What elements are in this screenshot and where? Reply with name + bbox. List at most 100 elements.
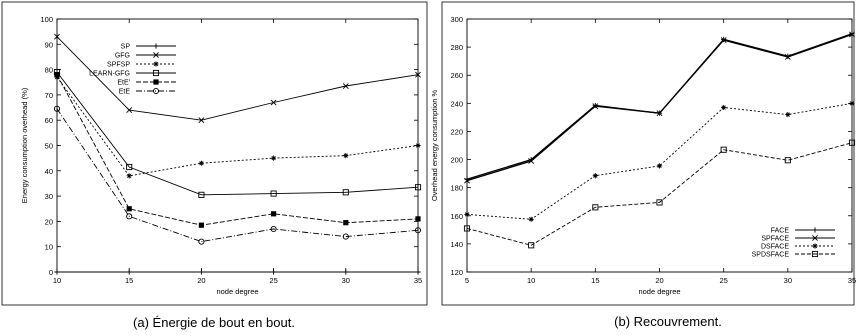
data-point bbox=[198, 160, 204, 166]
data-point bbox=[198, 222, 204, 228]
x-tick-label: 10 bbox=[53, 276, 61, 285]
data-point bbox=[343, 153, 349, 159]
data-point bbox=[849, 100, 855, 106]
legend-marker bbox=[811, 250, 819, 258]
data-point bbox=[720, 37, 727, 44]
data-point bbox=[270, 99, 277, 106]
legend-label: LEARN-GFG bbox=[89, 71, 130, 78]
legend: SP GFG SPFSP LEARN-GFG EtE' EtE bbox=[89, 43, 176, 96]
series-line bbox=[56, 36, 419, 121]
data-point bbox=[463, 225, 471, 232]
data-point bbox=[592, 173, 598, 179]
data-point bbox=[126, 107, 133, 113]
data-point bbox=[592, 102, 598, 109]
data-point bbox=[849, 31, 855, 38]
series-line bbox=[56, 71, 419, 196]
series-spdsface bbox=[463, 139, 856, 249]
x-tick-label: 20 bbox=[655, 276, 663, 285]
data-point bbox=[270, 190, 277, 197]
data-point bbox=[342, 233, 349, 240]
outer-frame-a bbox=[1, 1, 428, 306]
legend-label: EtE' bbox=[117, 80, 130, 87]
legend-marker bbox=[153, 52, 159, 58]
x-axis-label: node degree bbox=[638, 287, 680, 296]
data-point bbox=[198, 117, 205, 124]
y-tick-label: 80 bbox=[45, 66, 53, 75]
legend-marker bbox=[153, 61, 159, 67]
y-tick-label: 40 bbox=[45, 167, 53, 176]
data-point bbox=[592, 204, 599, 211]
data-point bbox=[464, 211, 470, 217]
plot-frame bbox=[56, 18, 419, 273]
legend-label: FACE bbox=[771, 228, 790, 235]
x-tick-label: 30 bbox=[784, 276, 792, 285]
series-ete- bbox=[54, 72, 421, 228]
series-sp bbox=[54, 269, 421, 275]
chart-b: 120 140 160 180 200 220 240 260 280 300 5 10 15 20 25 3… bbox=[430, 1, 856, 329]
data-point bbox=[592, 103, 599, 110]
y-tick-label: 10 bbox=[45, 243, 53, 252]
data-point bbox=[342, 189, 349, 196]
data-point bbox=[415, 71, 421, 78]
legend-marker bbox=[152, 69, 160, 77]
data-point bbox=[126, 269, 132, 275]
series-gfg bbox=[54, 33, 421, 124]
series-dsface bbox=[464, 100, 855, 222]
data-point bbox=[198, 269, 204, 275]
y-tick-label: 160 bbox=[450, 212, 463, 221]
data-point bbox=[848, 139, 856, 146]
series-spface bbox=[464, 31, 855, 184]
y-tick-label: 50 bbox=[45, 142, 53, 151]
legend-label: SP bbox=[121, 44, 131, 51]
y-tick-label: 0 bbox=[49, 268, 53, 277]
data-point bbox=[720, 146, 727, 153]
x-tick-label: 15 bbox=[591, 276, 599, 285]
y-tick-label: 30 bbox=[45, 192, 53, 201]
data-point bbox=[784, 157, 791, 164]
data-point bbox=[849, 31, 855, 37]
data-point bbox=[270, 225, 277, 233]
data-point bbox=[784, 54, 791, 60]
data-point bbox=[271, 155, 277, 161]
data-point bbox=[528, 216, 534, 222]
legend-marker bbox=[812, 235, 818, 241]
y-tick-label: 200 bbox=[450, 156, 463, 165]
data-point bbox=[343, 269, 349, 275]
data-point bbox=[53, 105, 61, 112]
data-point bbox=[271, 269, 277, 275]
data-point bbox=[198, 238, 205, 245]
series-line bbox=[466, 142, 853, 246]
data-point bbox=[464, 177, 470, 184]
y-tick-label: 120 bbox=[450, 268, 463, 277]
data-point bbox=[721, 104, 727, 111]
y-tick-label: 20 bbox=[45, 217, 53, 226]
legend-label: SPFACE bbox=[761, 236, 789, 243]
x-axis-label: node degree bbox=[216, 287, 258, 296]
y-tick-label: 240 bbox=[450, 99, 463, 108]
data-point bbox=[528, 158, 535, 164]
y-tick-label: 180 bbox=[450, 184, 463, 193]
x-tick-label: 35 bbox=[848, 276, 856, 285]
x-tick-label: 25 bbox=[719, 276, 727, 285]
data-point bbox=[343, 220, 349, 226]
plot-frame bbox=[466, 18, 853, 273]
series-line bbox=[466, 33, 853, 182]
legend-marker bbox=[152, 87, 160, 95]
x-tick-label: 10 bbox=[527, 276, 535, 285]
data-point bbox=[126, 206, 132, 212]
data-point bbox=[656, 199, 663, 206]
data-point bbox=[414, 184, 422, 191]
x-tick-label: 15 bbox=[125, 276, 133, 285]
data-point bbox=[126, 163, 133, 171]
outer-frame-b bbox=[441, 1, 855, 306]
data-point bbox=[414, 227, 422, 234]
data-point bbox=[528, 242, 535, 249]
data-point bbox=[54, 269, 60, 275]
legend-label: SPDSFACE bbox=[752, 252, 790, 259]
data-point bbox=[415, 142, 421, 149]
series-line bbox=[56, 76, 419, 177]
data-point bbox=[271, 211, 277, 217]
series-learn-gfg bbox=[53, 69, 422, 198]
